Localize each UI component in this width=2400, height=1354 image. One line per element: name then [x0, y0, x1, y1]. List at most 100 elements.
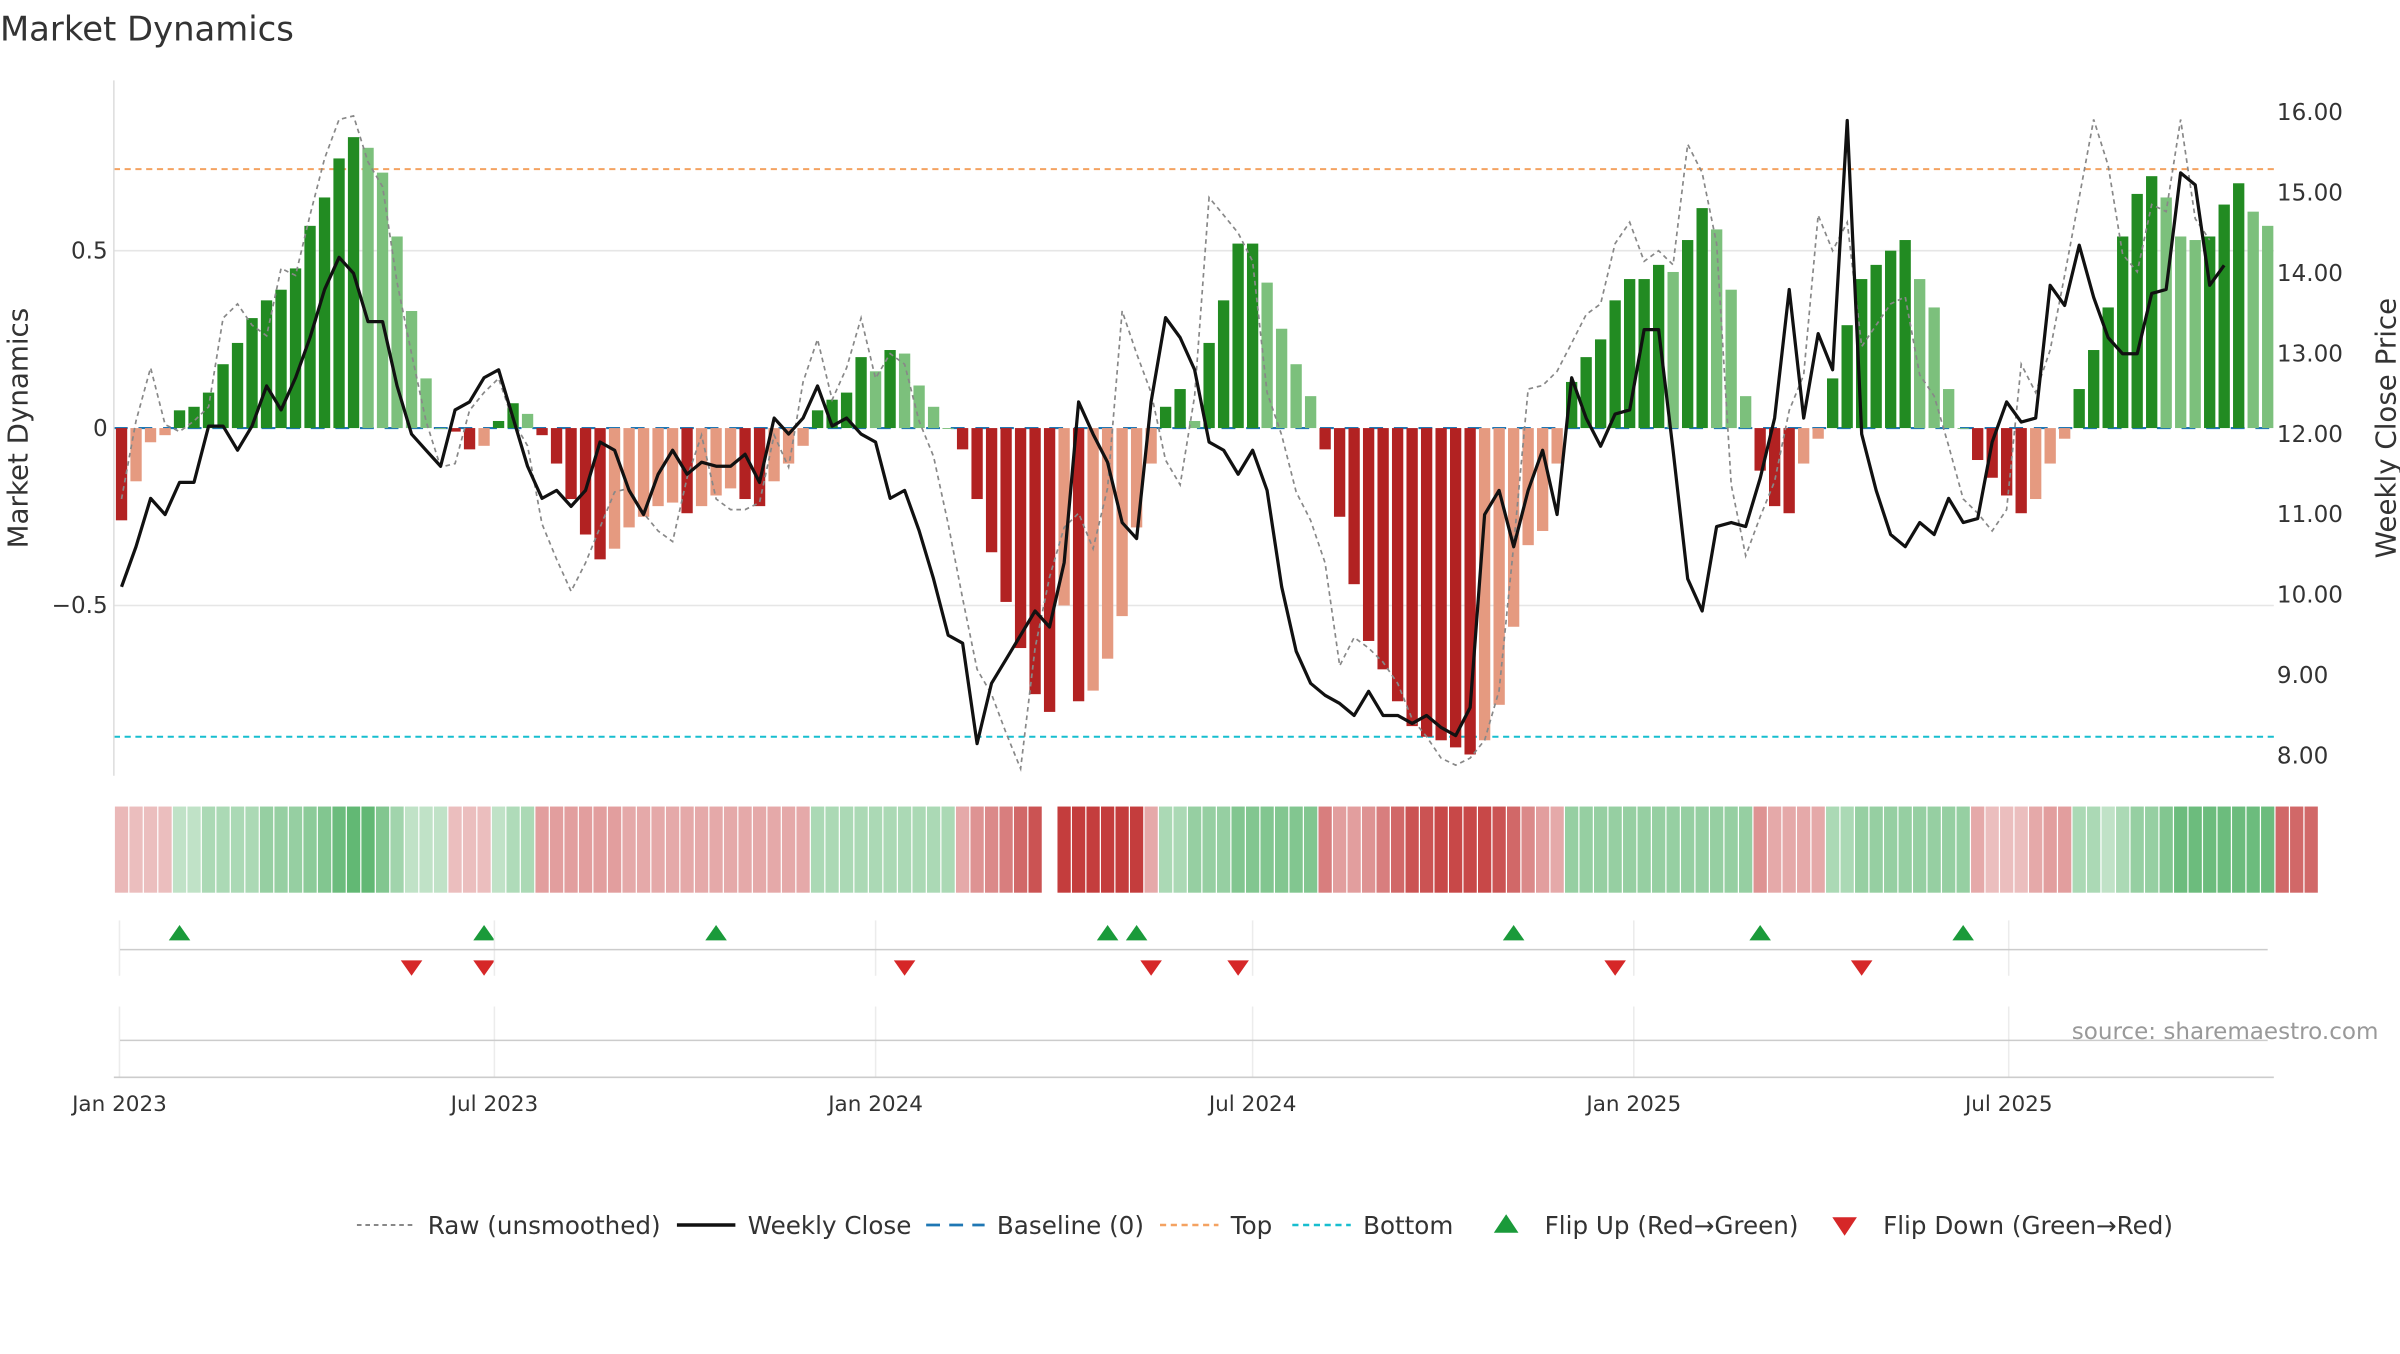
source-label: source: sharemaestro.com [2072, 1019, 2379, 1045]
dynamics-bar [289, 268, 302, 429]
dynamics-bar [202, 392, 215, 429]
strip-cell [491, 806, 506, 893]
dynamics-bar [681, 428, 693, 514]
dynamics-bar [159, 428, 171, 436]
strip-cell [1013, 806, 1028, 893]
dynamics-bar [1594, 339, 1607, 429]
dynamics-bar [1972, 428, 1984, 461]
strip-cell [2304, 806, 2318, 893]
strip-cell [1884, 806, 1898, 893]
dynamics-bar [1710, 229, 1723, 429]
strip-cell [361, 806, 375, 893]
dynamics-bar [463, 428, 476, 450]
strip-cell [839, 806, 854, 893]
x-axis: Jan 2023 Jul 2023 Jan 2024 Jul 2024 Jan 2025… [70, 920, 2274, 1117]
strip-cell [1507, 806, 1521, 893]
strip-cell [1448, 806, 1463, 893]
dynamics-bar [1696, 208, 1708, 429]
dynamics-bar [1406, 428, 1418, 727]
dynamics-bar [1333, 428, 1346, 517]
strip-cell [970, 806, 984, 893]
x-tick-label: Jan 2025 [1584, 1092, 1681, 1117]
strip-cell [2087, 806, 2101, 893]
gridlines [113, 249, 2274, 607]
flip-markers [168, 925, 1974, 976]
dynamics-bar [376, 172, 389, 429]
strip-cell [564, 806, 578, 893]
dynamics-bar [405, 310, 418, 429]
dynamics-bar [449, 428, 461, 432]
strip-cell [1231, 806, 1245, 893]
dynamics-bar [1667, 271, 1679, 429]
dynamics-bar [1435, 428, 1447, 741]
dynamics-bar [173, 410, 186, 429]
dynamics-bar [1870, 264, 1882, 429]
dynamics-bar [2102, 307, 2114, 429]
strip-cell [1173, 806, 1187, 893]
strip-cell [1942, 806, 1956, 893]
y2-tick-label: 11.00 [2277, 502, 2343, 528]
strip-cell [375, 806, 390, 893]
strip-cell [1303, 806, 1318, 893]
strip-cell [1361, 806, 1376, 893]
strip-cell [593, 806, 607, 893]
x-tick-label: Jul 2025 [1963, 1092, 2053, 1117]
legend-label: Top [1230, 1211, 1273, 1240]
strip-cell [926, 806, 941, 893]
strip-cell [1913, 806, 1927, 893]
dynamics-bar [565, 428, 577, 500]
strip-cell [854, 806, 868, 893]
dynamics-bar [623, 428, 635, 528]
dynamics-bar [1565, 381, 1578, 429]
dynamics-bar [1420, 428, 1433, 737]
strip-cell [1405, 806, 1419, 893]
strip-cell [317, 806, 332, 893]
dynamics-bar [1130, 428, 1143, 528]
legend-label: Flip Up (Red→Green) [1545, 1211, 1799, 1240]
strip-cell [2058, 806, 2072, 893]
strip-cell [1100, 806, 1115, 893]
strip-cell [506, 806, 520, 893]
legend-label: Flip Down (Green→Red) [1883, 1211, 2173, 1240]
strip-cell [651, 806, 665, 893]
dynamics-bar [1203, 342, 1215, 429]
strip-cell [1071, 806, 1086, 893]
strip-cell [1158, 806, 1173, 893]
dynamics-bar [1783, 428, 1795, 514]
dynamics-bar [1885, 250, 1897, 429]
x-tick-label: Jan 2023 [70, 1092, 167, 1117]
strip-cell [2043, 806, 2057, 893]
dynamics-bar [333, 158, 345, 429]
dynamics-bar [1464, 428, 1476, 755]
strip-cell [1637, 806, 1651, 893]
strip-cell [2130, 806, 2144, 893]
strip-cell [1086, 806, 1100, 893]
strip-cell [1347, 806, 1361, 893]
dynamics-bar [637, 428, 650, 517]
strip-cell [2203, 806, 2217, 893]
dynamics-bar [2088, 350, 2100, 429]
strip-cell [622, 806, 636, 893]
strip-cell [1129, 806, 1144, 893]
dynamics-bar [2030, 428, 2042, 500]
dynamics-bar [2073, 389, 2085, 429]
legend-swatch [1493, 1214, 1519, 1233]
strip-cell [1623, 806, 1637, 893]
dynamics-bar [927, 406, 940, 429]
dynamics-bar [2044, 428, 2056, 464]
y2-tick-label: 16.00 [2277, 100, 2343, 126]
y2-tick-label: 8.00 [2277, 743, 2328, 769]
strip-cell [230, 806, 245, 893]
dynamics-bar [144, 428, 157, 443]
legend: Raw (unsmoothed) Weekly Close Baseline (0)… [356, 1211, 2173, 1240]
strip-cell [1390, 806, 1405, 893]
y-tick-label: −0.5 [52, 593, 108, 619]
y2-tick-label: 13.00 [2277, 341, 2343, 367]
strip-cell [1652, 806, 1666, 893]
strip-cell [2116, 806, 2130, 893]
strip-cell [158, 806, 172, 893]
dynamics-bar [1507, 428, 1520, 627]
dynamics-bar [1319, 428, 1331, 450]
dynamics-bar [782, 428, 795, 464]
